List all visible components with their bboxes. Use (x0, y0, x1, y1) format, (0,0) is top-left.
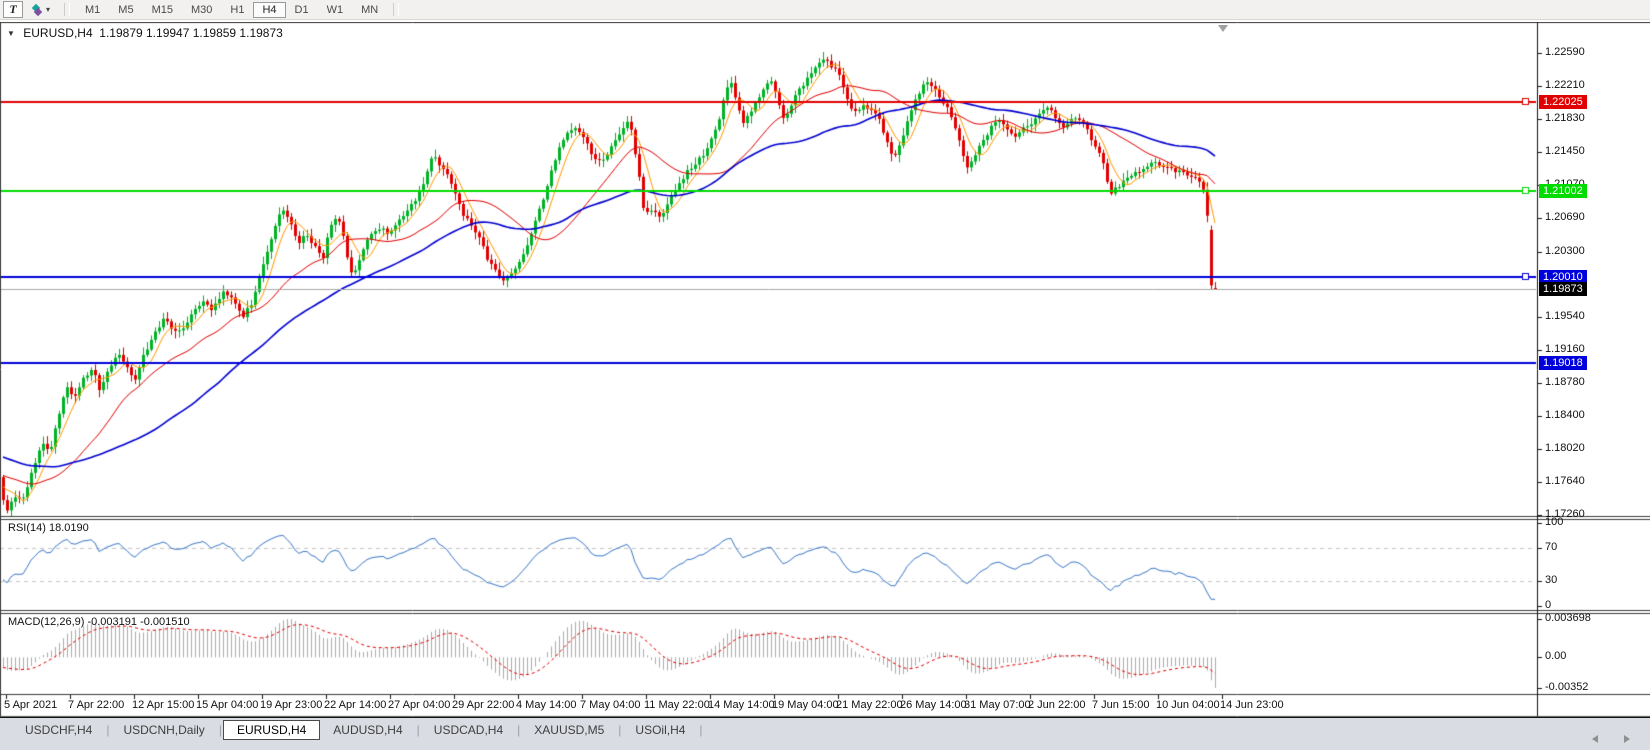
toolbar-drag-handle[interactable] (393, 3, 400, 16)
chevron-down-icon: ▾ (46, 5, 51, 14)
chart-tab-usdcnh[interactable]: USDCNH,Daily (123, 723, 205, 737)
timeframe-button-h1[interactable]: H1 (230, 3, 245, 16)
chart-tab-usdchf[interactable]: USDCHF,H4 (25, 723, 93, 737)
tab-divider: | (106, 723, 110, 737)
timeframe-button-m30[interactable]: M30 (190, 3, 213, 16)
tab-divider: | (218, 723, 222, 737)
timeframe-button-w1[interactable]: W1 (326, 3, 344, 16)
tab-scroll-right-icon[interactable] (1624, 735, 1630, 743)
tab-scroll-buttons (1592, 735, 1630, 743)
tab-divider: | (699, 723, 703, 737)
tab-divider: | (517, 723, 521, 737)
timeframe-button-mn[interactable]: MN (361, 3, 379, 16)
chart-shift-marker-icon[interactable] (1218, 25, 1228, 32)
tab-divider: | (416, 723, 420, 737)
top-toolbar: T ▾ M1 M5 M15 M30 H1 H4 D1 W1 MN (0, 0, 1650, 20)
indicators-button[interactable]: ▾ (29, 2, 54, 18)
chart-tab-xauusd[interactable]: XAUUSD,M5 (534, 723, 605, 737)
toolbar-drag-handle[interactable] (64, 3, 71, 16)
timeframe-button-d1[interactable]: D1 (294, 3, 309, 16)
chart-tab-usoil[interactable]: USOil,H4 (635, 723, 686, 737)
timeframe-button-m1[interactable]: M1 (85, 3, 101, 16)
timeframe-button-m15[interactable]: M15 (151, 3, 173, 16)
timeframe-button-h4[interactable]: H4 (253, 1, 286, 18)
chart-tab-audusd[interactable]: AUDUSD,H4 (333, 723, 403, 737)
timeframe-button-group: M1 M5 M15 M30 H1 H4 D1 W1 MN (76, 1, 387, 18)
chart-tab-bar: USDCHF,H4 | USDCNH,Daily | EURUSD,H4 AUDUSD,H… (0, 717, 1650, 750)
text-tool-button[interactable]: T (3, 1, 23, 18)
chart-tab-usdcad[interactable]: USDCAD,H4 (433, 723, 504, 737)
timeframe-button-m5[interactable]: M5 (118, 3, 134, 16)
chart-canvas[interactable] (0, 22, 1650, 718)
tab-divider: | (618, 723, 622, 737)
tab-scroll-left-icon[interactable] (1592, 735, 1598, 743)
chart-tab-eurusd[interactable]: EURUSD,H4 (222, 720, 321, 740)
